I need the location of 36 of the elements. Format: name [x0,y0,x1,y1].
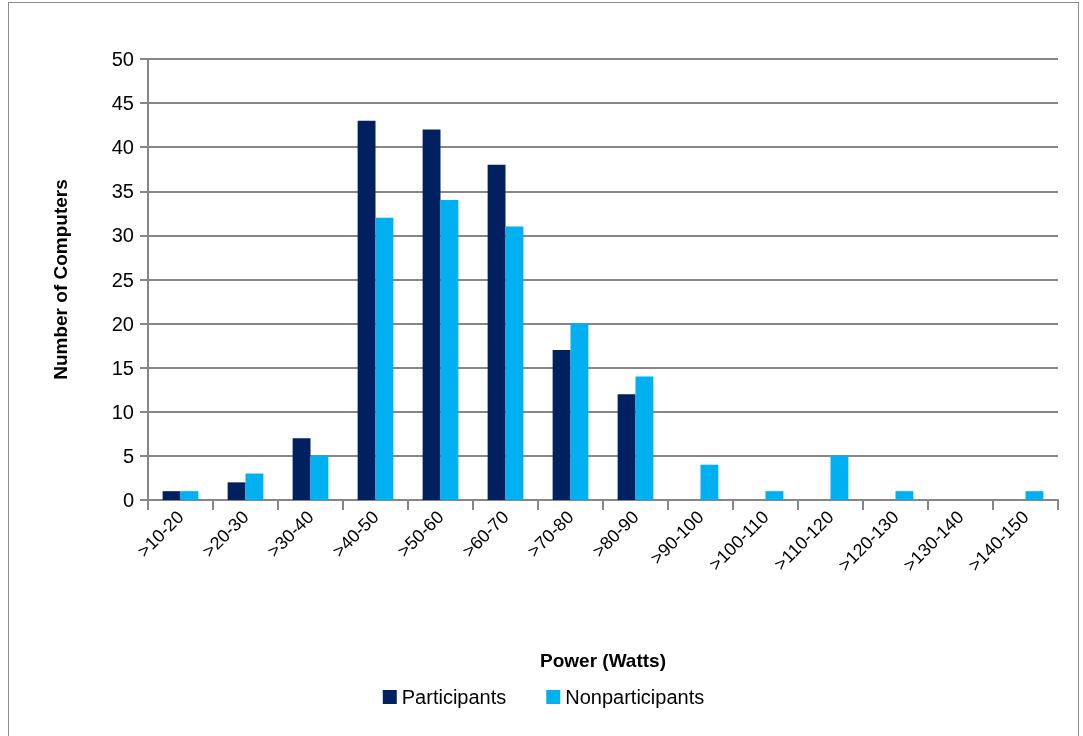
bar [440,200,459,500]
y-axis-title: Number of Computers [50,179,71,380]
y-tick-label: 45 [111,92,134,115]
x-axis-title: Power (Watts) [540,650,666,671]
bar [505,226,524,500]
y-tick-label: 35 [111,180,134,203]
legend-label: Participants [401,686,507,708]
bar [375,217,394,500]
bar [635,376,654,500]
y-tick-label: 50 [111,48,134,70]
bar [292,438,311,500]
bar [487,164,506,500]
bar [357,120,376,500]
bar [422,129,441,500]
bar [617,394,636,500]
bar [180,491,199,500]
bar [570,323,589,500]
y-tick-label: 40 [111,136,134,159]
bar [700,464,719,500]
bar [552,350,571,500]
bar [895,491,914,500]
bar [227,482,246,500]
y-tick-label: 10 [111,400,134,423]
bar [1025,491,1044,500]
legend-label: Nonparticipants [565,686,705,708]
y-tick-label: 15 [111,356,134,379]
y-tick-label: 20 [111,312,134,335]
bar [162,491,181,500]
y-tick-label: 30 [111,224,134,247]
y-tick-label: 0 [122,489,134,511]
y-tick-label: 25 [111,268,134,291]
bar [765,491,784,500]
y-tick-label: 5 [122,444,134,467]
bar [245,473,264,500]
bar [830,455,849,500]
bar [310,455,329,500]
